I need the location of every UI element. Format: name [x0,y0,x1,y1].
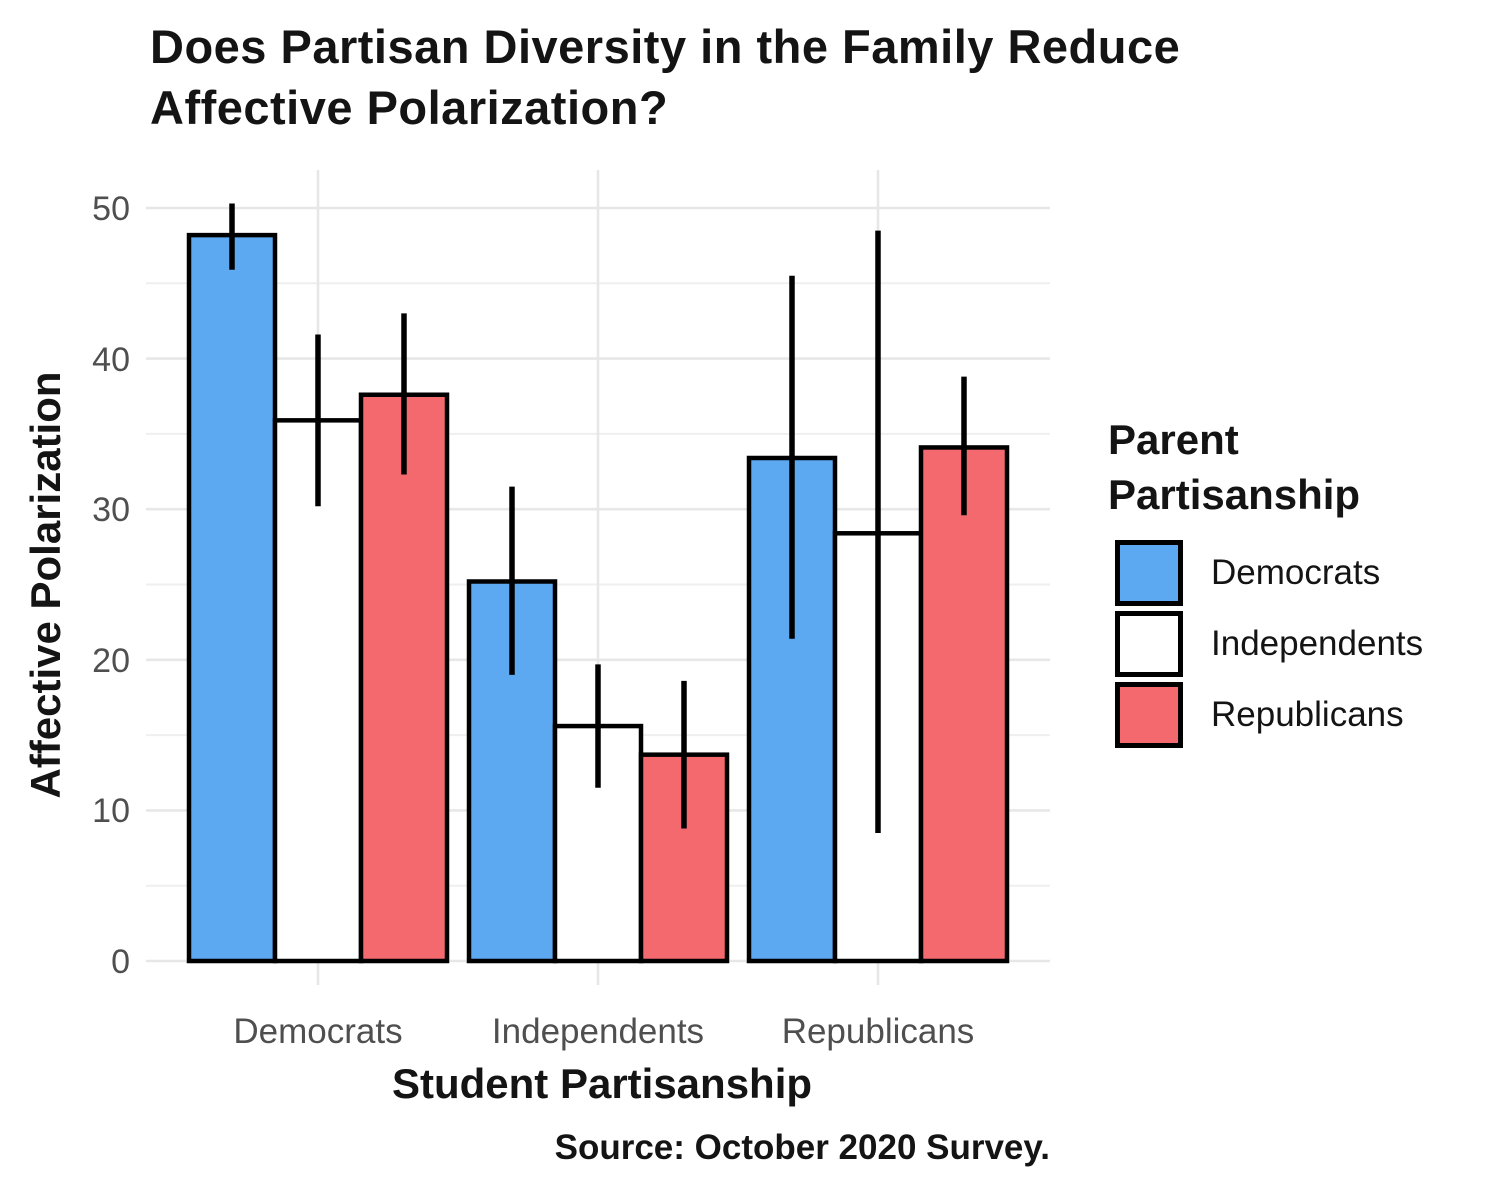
legend-label-democrats: Democrats [1211,553,1381,592]
chart-title-line2: Affective Polarization? [150,81,669,134]
legend-key-democrats-swatch [1115,540,1183,606]
y-tick-label-40: 40 [92,340,130,379]
legend-key-independents-swatch [1115,611,1183,677]
y-tick-label-30: 30 [92,491,130,530]
y-tick-label-0: 0 [111,943,130,981]
bar-student-democrats-parent-democrats [186,232,278,964]
legend-title-line1: Parent [1108,416,1239,463]
y-axis-title: Affective Polarization [22,371,69,799]
bar-student-republicans-parent-republicans [918,445,1010,964]
legend-item-independents: Independents [1115,611,1423,677]
x-tick-label-republicans: Republicans [781,1012,975,1051]
x-axis-title: Student Partisanship [391,1060,813,1107]
legend-label-independents: Independents [1211,624,1424,663]
chart-title: Does Partisan Diversity in the Family Re… [150,16,1180,138]
bar-student-democrats-parent-republicans [358,392,450,964]
x-tick-label-democrats: Democrats [233,1012,403,1051]
y-tick-label-50: 50 [92,190,130,228]
legend-title-line2: Partisanship [1108,471,1361,518]
y-tick-label-20: 20 [92,641,130,680]
chart-title-line1: Does Partisan Diversity in the Family Re… [150,20,1181,73]
legend-item-democrats: Democrats [1115,540,1423,606]
source-caption: Source: October 2020 Survey. [554,1128,1050,1167]
y-tick-label-10: 10 [92,792,130,831]
legend-title: Parent Partisanship [1108,412,1360,522]
legend: Democrats Independents Republicans [1115,540,1423,753]
legend-key-republicans-swatch [1115,682,1183,748]
x-tick-label-independents: Independents [491,1012,705,1051]
legend-label-republicans: Republicans [1211,695,1404,734]
legend-item-republicans: Republicans [1115,682,1423,748]
